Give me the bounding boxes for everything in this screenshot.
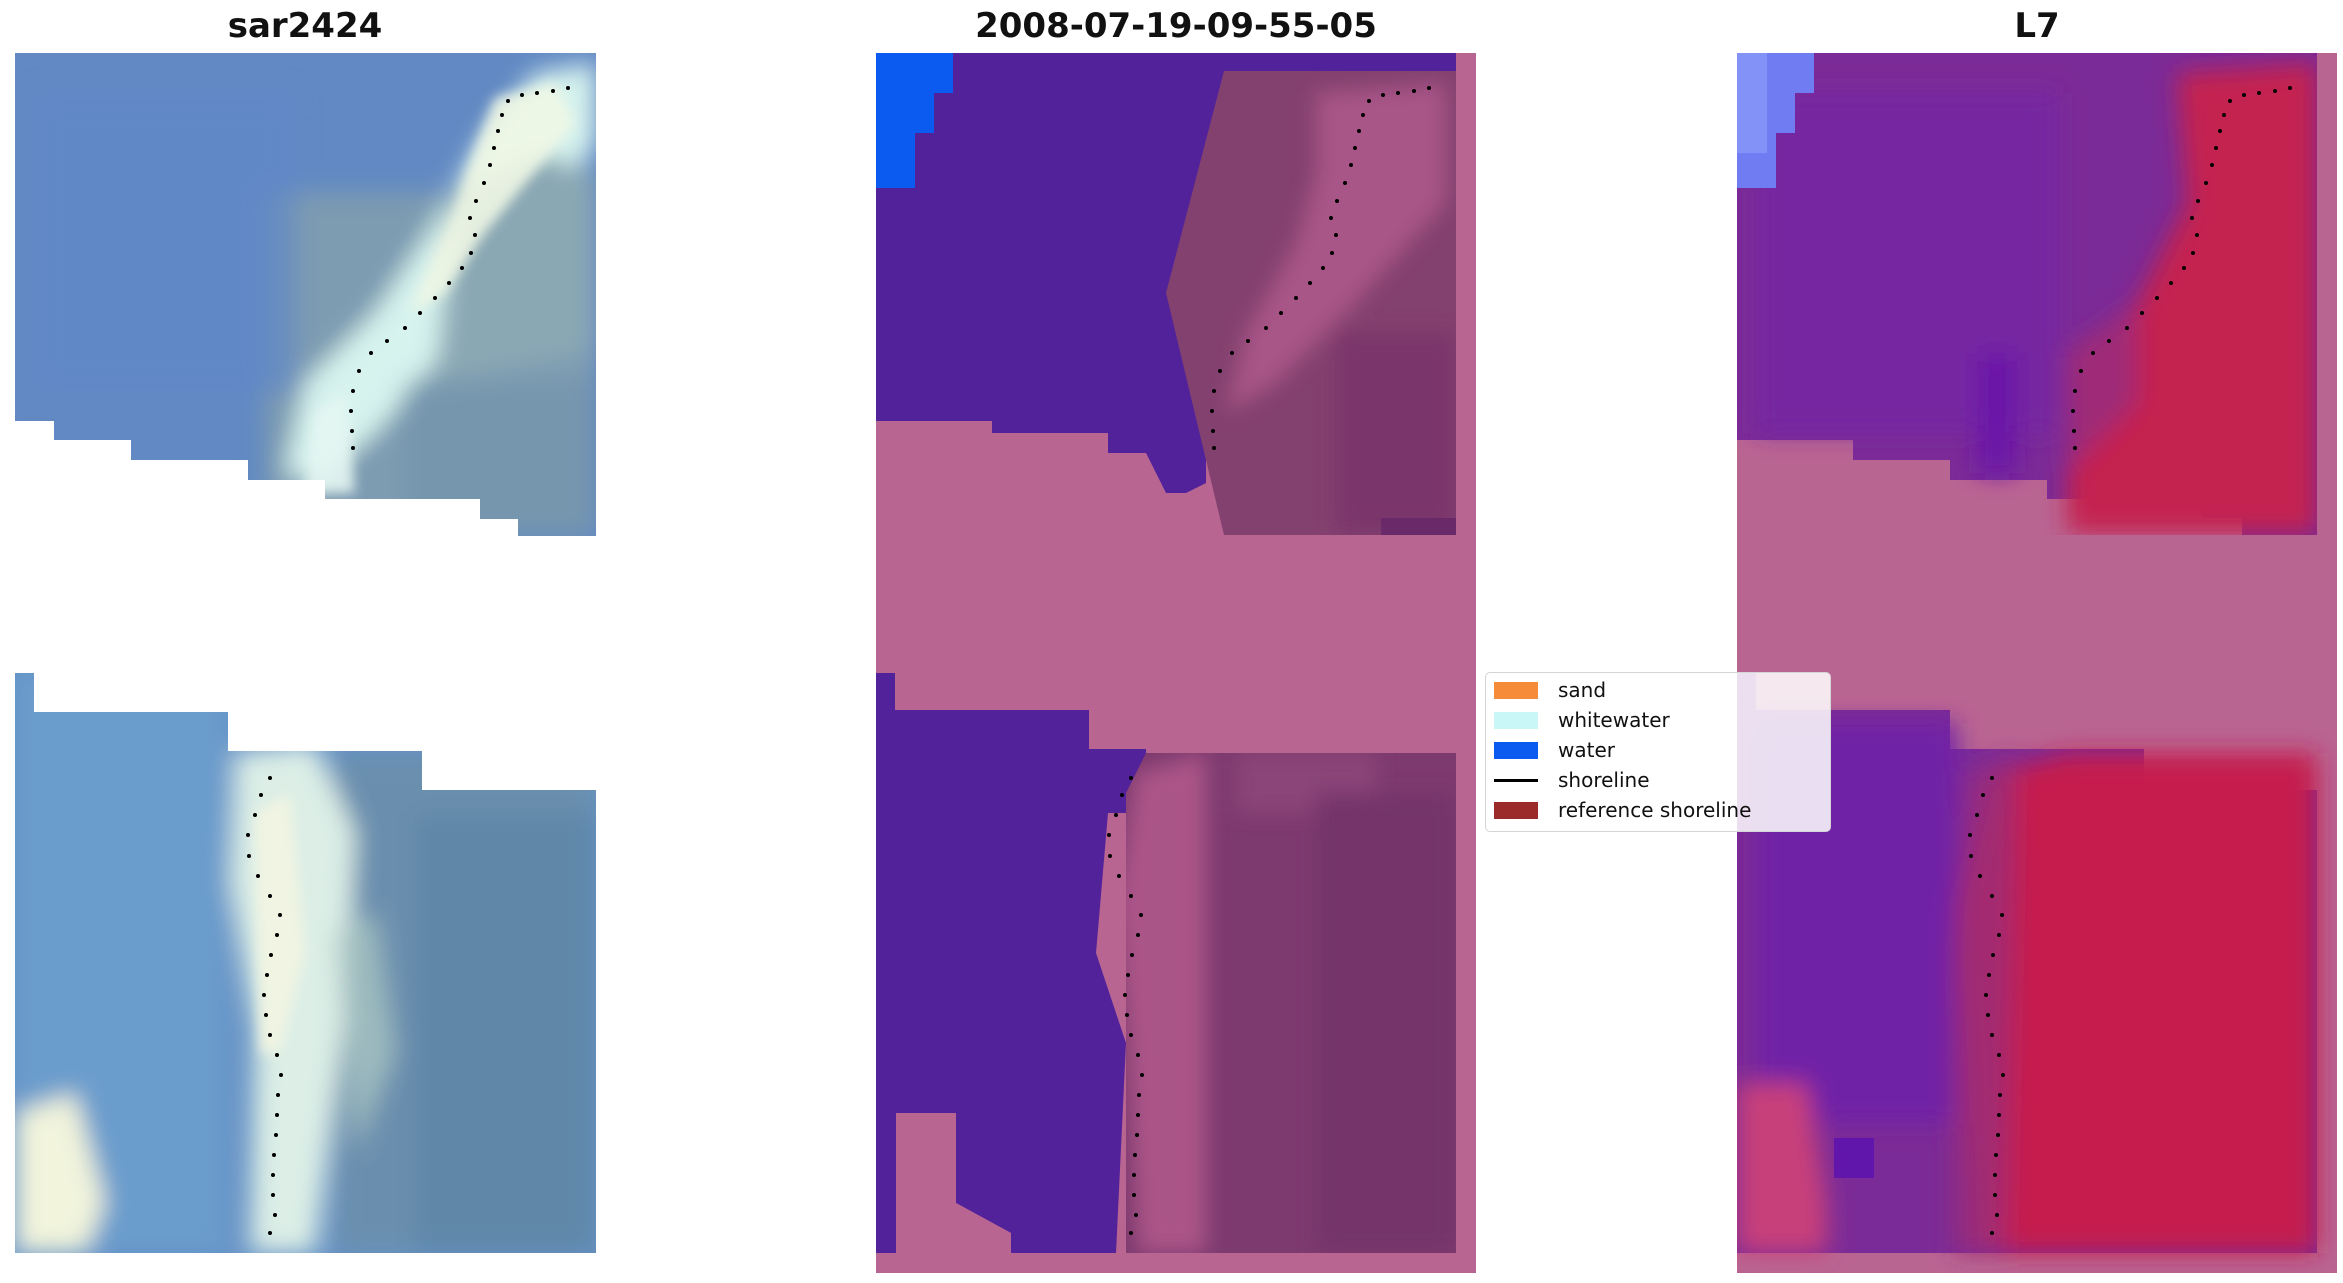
legend: sand whitewater water shoreline referenc…: [1485, 672, 1831, 832]
water-swatch: [1494, 741, 1538, 759]
l7-index-panel: [1737, 53, 2337, 1273]
whitewater-swatch: [1494, 711, 1538, 729]
legend-label-whitewater: whitewater: [1558, 708, 1670, 732]
panel-title-rgb: sar2424: [227, 6, 383, 46]
shoreline-dots-l7: [1968, 86, 2292, 1235]
panel-title-ndwi: L7: [2014, 6, 2060, 46]
sand-swatch: [1494, 681, 1538, 699]
reference-shoreline-swatch: [1494, 801, 1538, 819]
shoreline-dots-classification: [1107, 86, 1431, 1235]
legend-label-reference-shoreline: reference shoreline: [1558, 798, 1752, 822]
legend-item-whitewater: whitewater: [1494, 705, 1670, 735]
legend-label-sand: sand: [1558, 678, 1607, 702]
legend-label-water: water: [1558, 738, 1615, 762]
legend-label-shoreline: shoreline: [1558, 768, 1650, 792]
classification-panel: [876, 53, 1476, 1273]
rgb-image-panel: [15, 53, 596, 1253]
legend-item-reference-shoreline: reference shoreline: [1494, 795, 1751, 825]
panel-title-classification: 2008-07-19-09-55-05: [975, 6, 1377, 46]
legend-item-water: water: [1494, 735, 1615, 765]
shoreline-dots-rgb: [246, 86, 570, 1235]
legend-item-shoreline: shoreline: [1494, 765, 1650, 795]
shoreline-line-icon: [1494, 778, 1538, 782]
legend-item-sand: sand: [1494, 675, 1606, 705]
